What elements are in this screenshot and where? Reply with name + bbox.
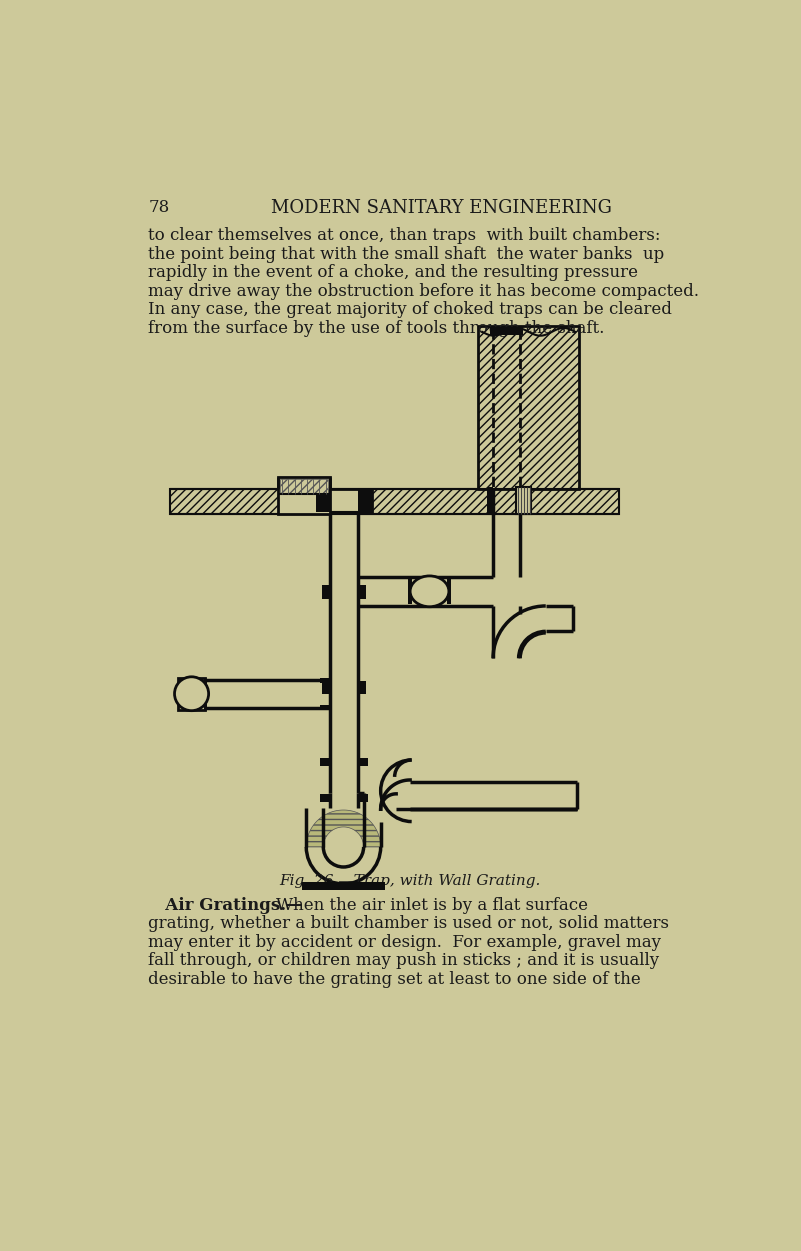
Bar <box>280 479 328 494</box>
Bar <box>490 328 523 335</box>
Bar <box>492 489 619 514</box>
Bar <box>316 489 329 512</box>
Text: 78: 78 <box>148 199 170 215</box>
Text: from the surface by the use of tools through the shaft.: from the surface by the use of tools thr… <box>148 319 605 337</box>
Ellipse shape <box>175 677 208 711</box>
Bar <box>478 325 579 489</box>
Bar <box>320 678 329 683</box>
Text: fall through, or children may push in sticks ; and it is usually: fall through, or children may push in st… <box>148 952 659 970</box>
Text: the point being that with the small shaft  the water banks  up: the point being that with the small shaf… <box>148 245 664 263</box>
Text: Air Gratings.—: Air Gratings.— <box>148 897 303 914</box>
Bar <box>279 478 329 514</box>
Bar <box>358 758 368 766</box>
PathPatch shape <box>306 809 380 847</box>
Text: MODERN SANITARY ENGINEERING: MODERN SANITARY ENGINEERING <box>271 199 611 216</box>
Bar <box>408 579 413 604</box>
Bar <box>320 794 329 802</box>
Bar <box>446 579 451 604</box>
Bar <box>303 882 384 891</box>
Text: rapidly in the event of a choke, and the resulting pressure: rapidly in the event of a choke, and the… <box>148 264 638 281</box>
Bar <box>329 514 358 794</box>
Ellipse shape <box>410 575 449 607</box>
Bar <box>170 489 495 514</box>
Bar <box>358 794 368 802</box>
Bar <box>520 488 526 514</box>
Text: In any case, the great majority of choked traps can be cleared: In any case, the great majority of choke… <box>148 301 672 318</box>
Bar <box>358 585 366 599</box>
Text: desirable to have the grating set at least to one side of the: desirable to have the grating set at lea… <box>148 971 641 988</box>
Text: to clear themselves at once, than traps  with built chambers:: to clear themselves at once, than traps … <box>148 228 661 244</box>
Text: may enter it by accident or design.  For example, gravel may: may enter it by accident or design. For … <box>148 934 661 951</box>
Bar <box>322 585 329 599</box>
Bar <box>178 678 205 709</box>
Bar <box>322 682 329 694</box>
Bar <box>487 488 493 514</box>
Bar <box>516 488 531 514</box>
Text: When the air inlet is by a flat surface: When the air inlet is by a flat surface <box>276 897 588 914</box>
Text: Fig. 26.—Trap, with Wall Grating.: Fig. 26.—Trap, with Wall Grating. <box>280 874 541 888</box>
Bar <box>316 489 372 512</box>
Bar <box>320 704 329 709</box>
Bar <box>320 758 329 766</box>
Bar <box>358 682 366 694</box>
Bar <box>358 489 372 512</box>
Text: may drive away the obstruction before it has become compacted.: may drive away the obstruction before it… <box>148 283 699 299</box>
Text: grating, whether a built chamber is used or not, solid matters: grating, whether a built chamber is used… <box>148 916 669 932</box>
